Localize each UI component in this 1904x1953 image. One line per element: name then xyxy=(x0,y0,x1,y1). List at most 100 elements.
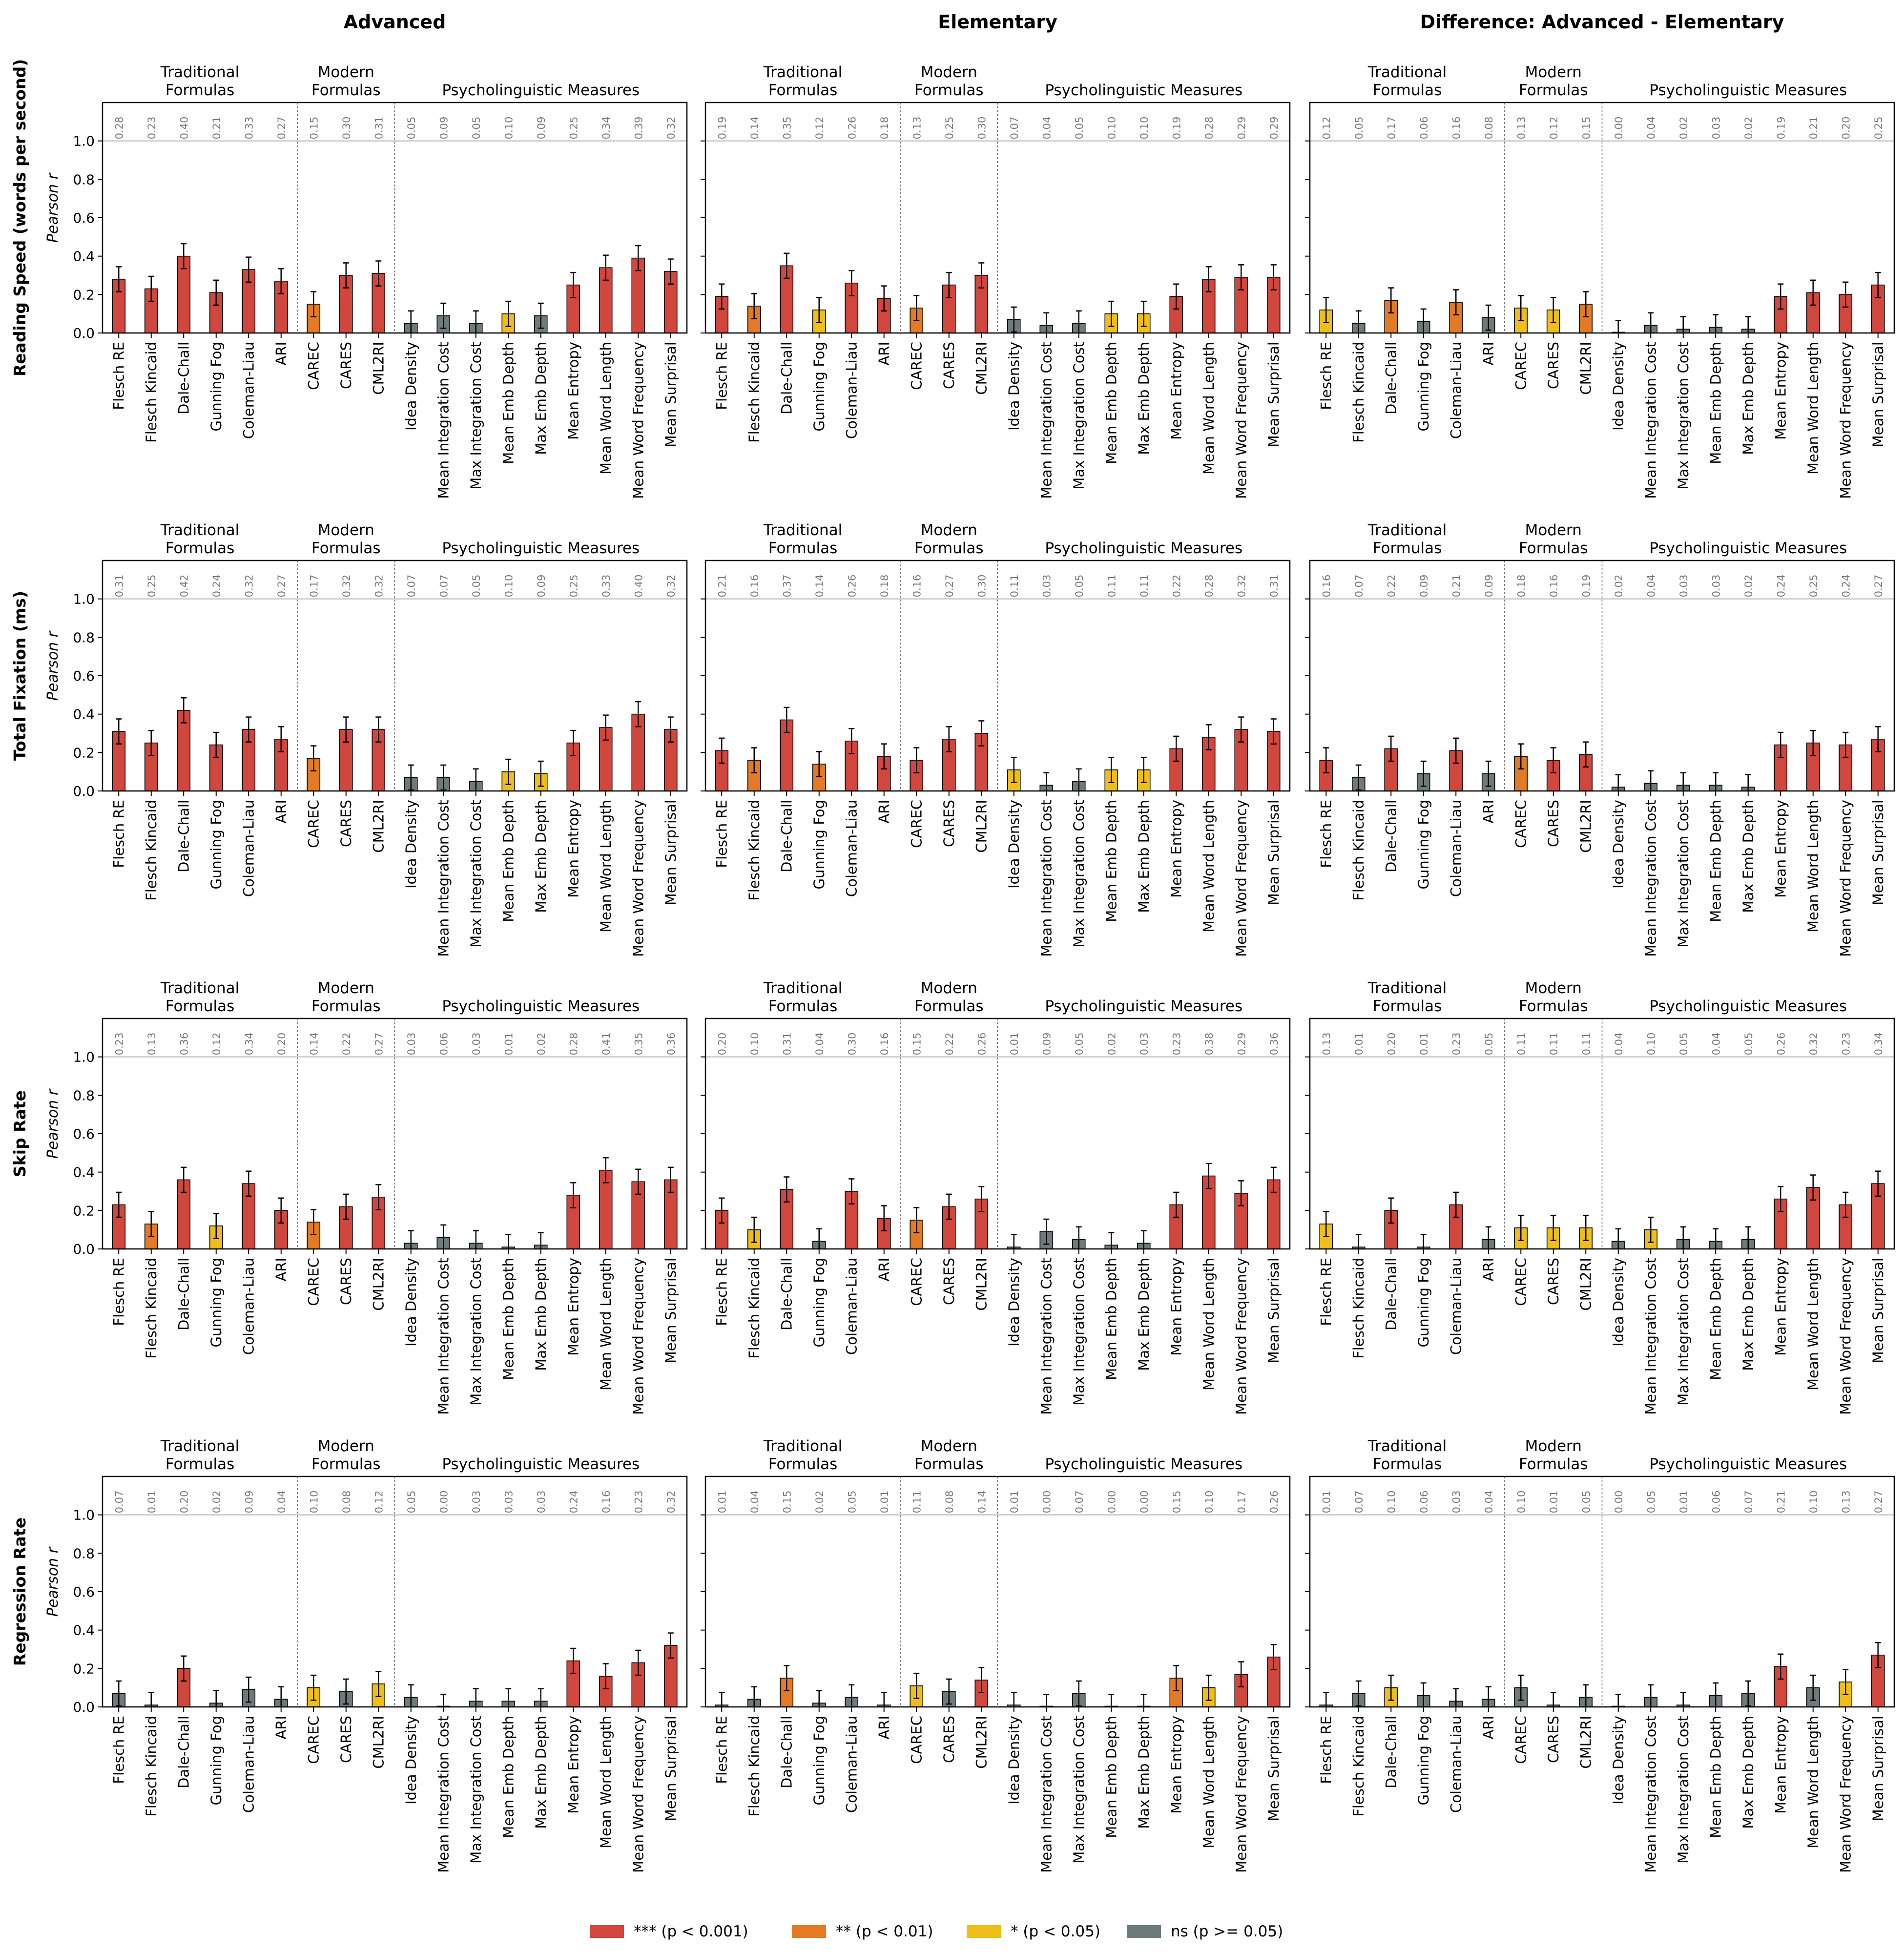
value-label: 0.26 xyxy=(846,117,858,140)
group-label: Formulas xyxy=(914,997,984,1015)
x-tick-label: Mean Emb Depth xyxy=(500,342,517,464)
x-tick-label: Mean Entropy xyxy=(1168,1716,1184,1814)
x-tick-label: Max Integration Cost xyxy=(468,800,484,948)
value-label: 0.26 xyxy=(976,1033,988,1056)
x-tick-label: Mean Word Frequency xyxy=(1837,800,1854,957)
x-tick-label: Coleman-Liau xyxy=(1448,1716,1464,1813)
value-label: 0.25 xyxy=(146,575,158,598)
x-tick-label: Flesch Kincaid xyxy=(746,1258,763,1359)
x-tick-label: Max Integration Cost xyxy=(1675,1716,1692,1864)
value-label: 0.20 xyxy=(1840,117,1852,140)
value-label: 0.26 xyxy=(846,575,858,598)
value-label: 0.07 xyxy=(1009,117,1020,140)
value-label: 0.36 xyxy=(178,1033,190,1056)
value-label: 0.03 xyxy=(1710,575,1722,598)
value-label: 0.21 xyxy=(1808,117,1820,140)
value-label: 0.17 xyxy=(1386,117,1397,140)
x-tick-label: Idea Density xyxy=(1610,1258,1627,1347)
x-tick-label: Mean Entropy xyxy=(565,1716,581,1814)
x-tick-label: Mean Integration Cost xyxy=(435,342,452,499)
value-label: 0.10 xyxy=(1138,117,1150,140)
group-label: Modern xyxy=(318,979,374,997)
value-label: 0.05 xyxy=(1678,1033,1690,1056)
value-label: 0.20 xyxy=(1386,1033,1397,1056)
value-label: 0.19 xyxy=(1580,575,1592,598)
value-label: 0.11 xyxy=(1138,575,1150,598)
value-label: 0.32 xyxy=(665,575,677,598)
x-tick-label: Flesch Kincaid xyxy=(746,800,763,901)
value-label: 0.01 xyxy=(1009,1491,1020,1514)
y-tick-label: 0.8 xyxy=(73,171,95,187)
value-label: 0.06 xyxy=(1418,1491,1430,1514)
value-label: 0.09 xyxy=(243,1491,255,1514)
x-tick-label: CAREC xyxy=(1512,1716,1529,1764)
x-tick-label: Mean Word Length xyxy=(1805,1716,1821,1849)
x-tick-label: Dale-Chall xyxy=(1383,1716,1399,1788)
value-label: 0.25 xyxy=(1808,575,1820,598)
x-tick-label: Coleman-Liau xyxy=(1448,342,1464,439)
x-tick-label: CAREC xyxy=(1512,342,1529,390)
group-label: Formulas xyxy=(166,1455,235,1473)
value-label: 0.02 xyxy=(1678,117,1690,140)
value-label: 0.04 xyxy=(1613,1033,1625,1056)
value-label: 0.24 xyxy=(1775,575,1787,598)
value-label: 0.01 xyxy=(146,1491,158,1514)
x-tick-label: Flesch RE xyxy=(1318,1258,1334,1326)
value-label: 0.11 xyxy=(1106,575,1118,598)
value-label: 0.06 xyxy=(1418,117,1430,140)
legend-swatch xyxy=(590,1925,624,1938)
group-label: Traditional xyxy=(160,1437,239,1455)
group-label: Formulas xyxy=(1519,1455,1588,1473)
value-label: 0.05 xyxy=(471,117,482,140)
value-label: 0.14 xyxy=(749,117,761,140)
x-tick-label: Dale-Chall xyxy=(175,1716,192,1788)
y-tick-label: 0.4 xyxy=(73,706,95,723)
x-tick-label: Mean Emb Depth xyxy=(1103,800,1119,922)
legend-label: ns (p >= 0.05) xyxy=(1171,1923,1283,1940)
x-tick-label: Mean Emb Depth xyxy=(500,1716,517,1838)
value-label: 0.01 xyxy=(879,1491,890,1514)
group-label: Formulas xyxy=(914,82,984,99)
value-label: 0.03 xyxy=(536,1491,547,1514)
group-label: Modern xyxy=(1525,63,1582,81)
value-label: 0.03 xyxy=(1041,575,1053,598)
value-label: 0.05 xyxy=(1645,1491,1657,1514)
legend: *** (p < 0.001) ** (p < 0.01) * (p < 0.05)… xyxy=(590,1923,1283,1940)
value-label: 0.32 xyxy=(1236,575,1247,598)
value-label: 0.30 xyxy=(976,117,988,140)
value-label: 0.02 xyxy=(1743,117,1755,140)
value-label: 0.16 xyxy=(749,575,761,598)
y-axis-label: Pearson r xyxy=(44,172,62,243)
value-label: 0.32 xyxy=(373,575,385,598)
y-tick-label: 1.0 xyxy=(73,133,95,149)
x-tick-label: Max Emb Depth xyxy=(1136,342,1152,455)
value-label: 0.21 xyxy=(1450,575,1462,598)
x-tick-label: Max Integration Cost xyxy=(1675,342,1692,490)
x-tick-label: Mean Emb Depth xyxy=(1707,1258,1724,1380)
x-tick-label: Mean Surprisal xyxy=(662,800,679,905)
value-label: 0.04 xyxy=(1041,117,1053,140)
value-label: 0.38 xyxy=(1203,1033,1215,1056)
value-label: 0.16 xyxy=(600,1491,612,1514)
x-tick-label: Coleman-Liau xyxy=(1448,800,1464,897)
value-label: 0.18 xyxy=(879,575,890,598)
group-label: Formulas xyxy=(1373,997,1442,1015)
x-tick-label: Flesch Kincaid xyxy=(143,1258,160,1359)
x-tick-label: Gunning Fog xyxy=(811,1716,828,1805)
group-label: Traditional xyxy=(763,979,842,997)
x-tick-label: Mean Entropy xyxy=(565,1258,581,1356)
x-tick-label: Mean Integration Cost xyxy=(435,800,452,957)
value-label: 0.16 xyxy=(911,575,923,598)
value-label: 0.03 xyxy=(1710,117,1722,140)
x-tick-label: Flesch RE xyxy=(110,1258,127,1326)
y-tick-label: 0.0 xyxy=(73,1699,95,1715)
value-label: 0.36 xyxy=(1268,1033,1280,1056)
legend-swatch xyxy=(1127,1925,1161,1938)
value-label: 0.12 xyxy=(373,1491,385,1514)
x-tick-label: Mean Word Frequency xyxy=(630,342,646,499)
x-tick-label: Gunning Fog xyxy=(1415,342,1432,431)
value-label: 0.03 xyxy=(471,1033,482,1056)
x-tick-label: Dale-Chall xyxy=(175,342,192,415)
